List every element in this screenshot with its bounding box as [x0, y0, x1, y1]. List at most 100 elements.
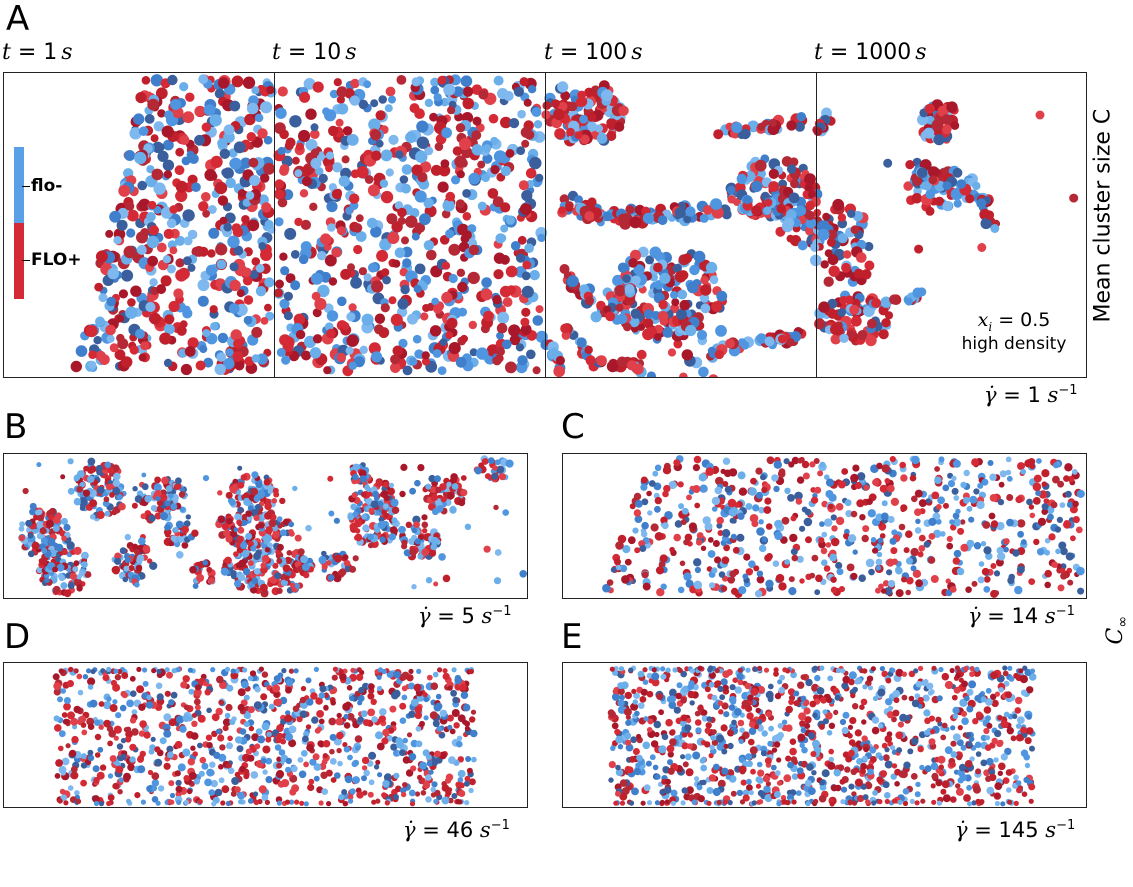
- particle: [300, 219, 311, 230]
- particle: [654, 505, 661, 513]
- particle: [434, 789, 441, 797]
- particle: [343, 560, 351, 567]
- particle: [234, 580, 242, 588]
- particle: [763, 206, 772, 215]
- particle: [132, 486, 138, 492]
- particle: [490, 165, 500, 175]
- particle: [804, 173, 816, 186]
- particle: [641, 521, 649, 530]
- particle: [275, 107, 287, 119]
- particle: [322, 753, 328, 759]
- particle: [98, 724, 104, 730]
- particle: [267, 488, 274, 495]
- particle: [828, 265, 840, 277]
- particle: [370, 129, 382, 141]
- particle: [409, 548, 418, 556]
- particle: [799, 525, 806, 532]
- particle: [58, 730, 66, 738]
- particle: [285, 678, 294, 687]
- particle: [634, 547, 641, 554]
- particle: [850, 315, 862, 327]
- particle: [610, 566, 617, 573]
- particle: [737, 338, 747, 347]
- particle: [326, 328, 336, 339]
- particle: [350, 276, 362, 289]
- particle: [459, 137, 472, 150]
- particle: [27, 532, 34, 539]
- particle: [405, 521, 412, 528]
- particle: [409, 103, 420, 114]
- particle: [326, 201, 338, 213]
- particle: [401, 164, 413, 175]
- particle: [886, 569, 893, 576]
- particle: [388, 482, 395, 488]
- particle: [702, 516, 711, 525]
- particle: [199, 345, 208, 354]
- particle: [463, 780, 470, 787]
- particle: [742, 573, 749, 580]
- particle: [140, 341, 150, 351]
- particle: [982, 521, 991, 529]
- particle: [465, 756, 472, 762]
- particle: [187, 263, 196, 272]
- particle: [868, 568, 875, 576]
- particle: [74, 790, 80, 796]
- particle: [166, 264, 176, 274]
- particle: [692, 464, 700, 472]
- particle: [786, 338, 795, 347]
- particle: [310, 123, 319, 132]
- particle: [221, 523, 229, 531]
- particle: [285, 710, 291, 716]
- particle: [856, 499, 865, 508]
- particle: [425, 577, 433, 584]
- particle: [371, 280, 384, 293]
- particle: [494, 459, 501, 466]
- particle: [135, 92, 147, 104]
- particle: [551, 99, 560, 108]
- particle: [210, 155, 223, 168]
- particle: [946, 101, 958, 113]
- particle: [460, 334, 468, 343]
- particle: [493, 504, 499, 511]
- particle: [214, 181, 228, 195]
- particle: [560, 90, 571, 101]
- particle: [448, 797, 454, 804]
- particle: [164, 323, 175, 335]
- particle: [224, 556, 232, 565]
- particle: [643, 309, 654, 319]
- particle: [165, 485, 173, 492]
- particle: [80, 498, 88, 506]
- particle: [36, 462, 42, 468]
- particle: [162, 255, 172, 264]
- particle: [153, 205, 162, 214]
- particle: [880, 296, 892, 308]
- particle: [175, 180, 188, 193]
- particle: [1003, 538, 1010, 545]
- particle: [309, 758, 317, 766]
- particle: [414, 263, 426, 275]
- particle: [617, 534, 627, 544]
- particle: [168, 718, 177, 727]
- particle: [219, 148, 230, 159]
- particle: [435, 486, 442, 494]
- particle: [866, 498, 873, 505]
- particle: [93, 336, 102, 345]
- particle: [124, 150, 136, 161]
- particle: [983, 546, 992, 555]
- particle: [693, 455, 702, 464]
- particle: [138, 198, 151, 211]
- particle: [205, 264, 217, 276]
- particle: [494, 549, 502, 556]
- particle: [225, 535, 233, 543]
- particle: [121, 672, 129, 679]
- particle: [500, 202, 511, 213]
- particle: [468, 244, 480, 256]
- panel-b-simulation: [3, 453, 528, 599]
- panel-a-particles: [70, 74, 1079, 377]
- particle: [614, 121, 625, 132]
- particle: [144, 114, 155, 124]
- particle: [1026, 498, 1033, 506]
- particle: [320, 271, 332, 283]
- particle: [519, 203, 532, 216]
- particle: [551, 117, 563, 129]
